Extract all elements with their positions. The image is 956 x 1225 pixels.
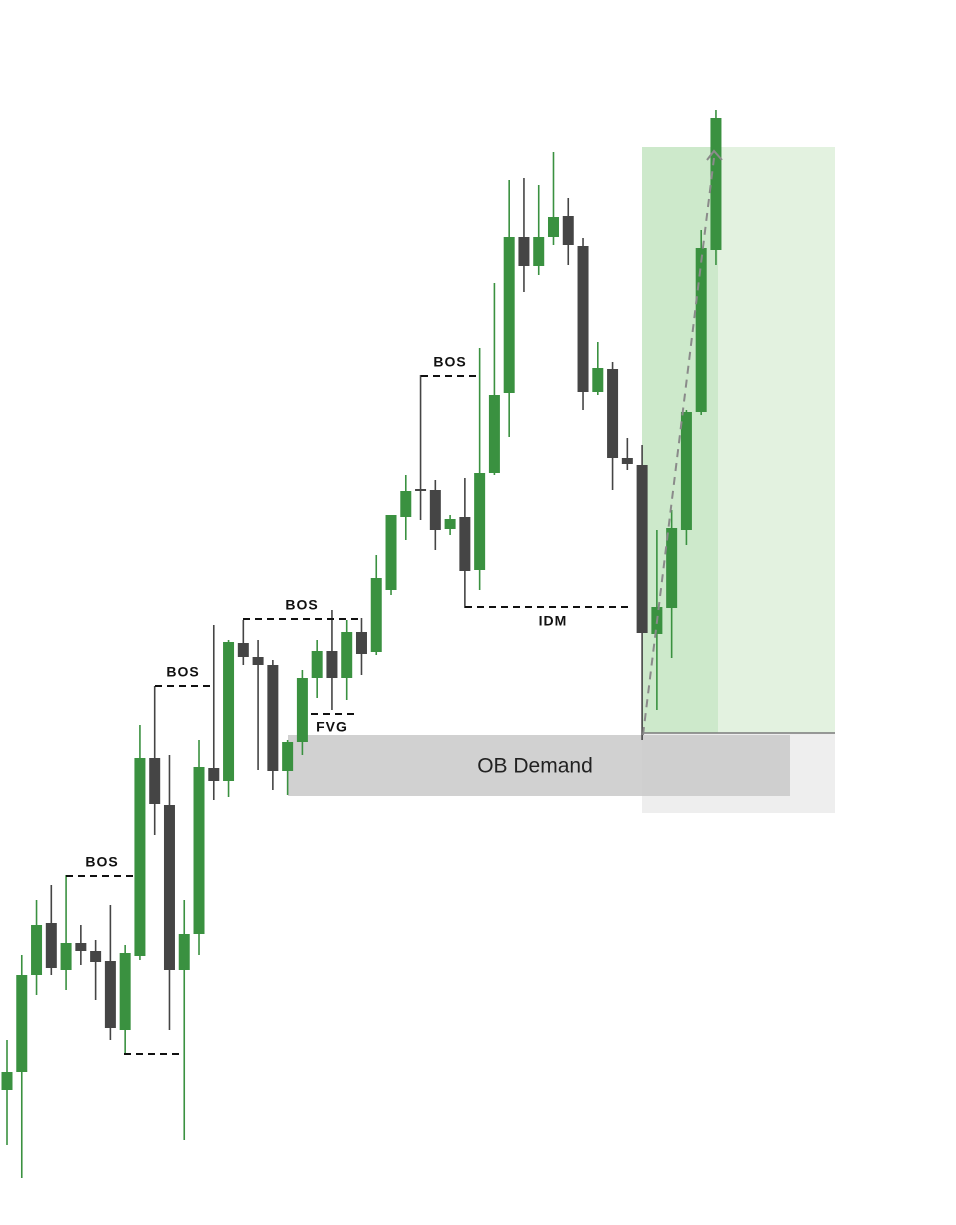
bos-label: BOS bbox=[85, 854, 118, 870]
annotations: BOS BOS BOS BOS FVG IDM OB Demand bbox=[66, 149, 723, 1055]
candle-body bbox=[282, 742, 294, 771]
candle-body bbox=[415, 489, 427, 491]
candle-body bbox=[370, 578, 382, 652]
zones bbox=[288, 147, 835, 813]
candle-body bbox=[547, 217, 559, 237]
candle-body bbox=[459, 517, 471, 571]
candle-body bbox=[695, 248, 707, 412]
candle-body bbox=[636, 465, 648, 633]
candle-body bbox=[621, 458, 633, 464]
candle-body bbox=[488, 395, 500, 473]
candle-body bbox=[518, 237, 530, 266]
projection-arrow bbox=[706, 149, 723, 161]
candle-body bbox=[16, 975, 28, 1072]
candle-body bbox=[178, 934, 190, 970]
candle-body bbox=[149, 758, 161, 804]
candles bbox=[1, 110, 722, 1178]
candle-body bbox=[223, 642, 235, 781]
candle-body bbox=[710, 118, 722, 250]
candle-body bbox=[252, 657, 264, 665]
ob-demand-zone bbox=[288, 735, 790, 796]
candle-body bbox=[444, 519, 456, 529]
fvg-label: FVG bbox=[316, 719, 348, 735]
candle-body bbox=[75, 943, 87, 951]
candle-body bbox=[607, 369, 619, 458]
candle-body bbox=[119, 953, 131, 1030]
candle-body bbox=[680, 412, 692, 530]
candle-body bbox=[311, 651, 323, 678]
bos-label: BOS bbox=[166, 664, 199, 680]
candle-body bbox=[666, 528, 678, 608]
candle-body bbox=[429, 490, 441, 530]
candle-body bbox=[592, 368, 604, 392]
candle-body bbox=[355, 632, 367, 654]
candle-body bbox=[296, 678, 308, 742]
candle-body bbox=[45, 923, 57, 968]
candle-body bbox=[267, 665, 279, 771]
candle-body bbox=[208, 768, 220, 781]
candle-body bbox=[60, 943, 72, 970]
candle-body bbox=[577, 246, 589, 392]
candle-body bbox=[385, 515, 397, 590]
candle-body bbox=[237, 643, 249, 657]
candle-body bbox=[104, 961, 116, 1028]
candle-body bbox=[90, 951, 102, 962]
candle-body bbox=[533, 237, 545, 266]
bos-label: BOS bbox=[285, 597, 318, 613]
candle-body bbox=[562, 216, 574, 245]
candle-body bbox=[134, 758, 146, 956]
candle-body bbox=[193, 767, 205, 934]
candle-body bbox=[31, 925, 43, 975]
candle-body bbox=[341, 632, 353, 678]
candle-body bbox=[326, 651, 338, 678]
candle-body bbox=[163, 805, 175, 970]
ob-demand-label: OB Demand bbox=[477, 755, 593, 778]
candle-body bbox=[503, 237, 515, 393]
candle-body bbox=[474, 473, 486, 570]
candle-body bbox=[1, 1072, 13, 1090]
bos-label: BOS bbox=[433, 354, 466, 370]
idm-label: IDM bbox=[539, 613, 568, 629]
candle-body bbox=[400, 491, 412, 517]
